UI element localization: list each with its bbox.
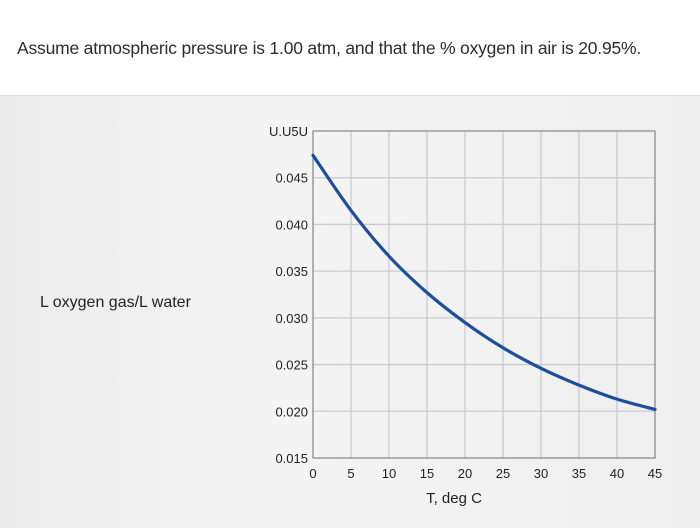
plot-border <box>312 130 656 459</box>
x-tick-label: 30 <box>534 466 548 481</box>
x-tick-label: 35 <box>572 466 586 481</box>
x-tick-label: 0 <box>309 466 316 481</box>
question-header: Assume atmospheric pressure is 1.00 atm,… <box>0 0 700 96</box>
y-tick-label: 0.020 <box>275 404 308 419</box>
grid <box>312 130 656 459</box>
x-tick-label: 45 <box>648 466 662 481</box>
y-tick-label: 0.045 <box>275 171 308 186</box>
x-tick-label: 15 <box>420 466 434 481</box>
x-tick-label: 25 <box>496 466 510 481</box>
x-tick-labels: 0 5 10 15 20 25 30 35 40 45 <box>309 466 662 481</box>
y-axis-title: L oxygen gas/L water <box>40 294 191 311</box>
x-tick-label: 20 <box>458 466 472 481</box>
y-tick-labels: U.U5U 0.045 0.040 0.035 0.030 0.025 0.020 0.015 <box>269 124 308 466</box>
y-tick-label: 0.030 <box>275 311 308 326</box>
x-tick-label: 10 <box>382 466 396 481</box>
y-tick-label: 0.025 <box>275 358 308 373</box>
question-text: Assume atmospheric pressure is 1.00 atm,… <box>17 38 642 58</box>
y-tick-label: 0.015 <box>275 451 308 466</box>
chart-panel <box>0 96 700 528</box>
y-tick-label: 0.035 <box>275 264 308 279</box>
x-axis-title: T, deg C <box>426 490 482 507</box>
x-tick-label: 5 <box>347 466 354 481</box>
x-tick-label: 40 <box>610 466 624 481</box>
series-line <box>311 153 657 412</box>
y-tick-label: U.U5U <box>269 124 308 139</box>
y-tick-label: 0.040 <box>275 217 308 232</box>
